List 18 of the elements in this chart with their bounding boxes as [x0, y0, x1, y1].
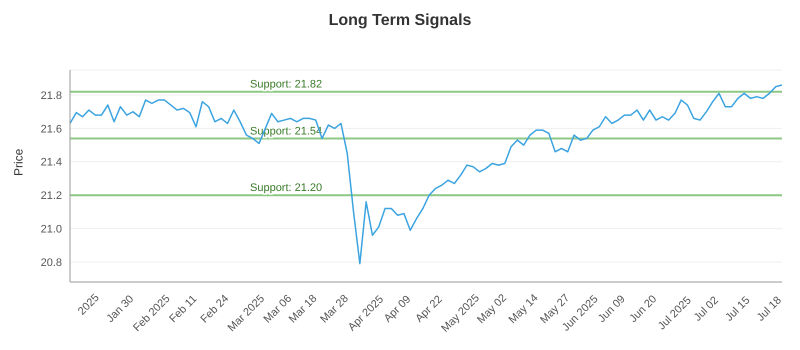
chart-title: Long Term Signals	[328, 11, 472, 31]
x-tick-label: Feb 24	[198, 292, 232, 326]
y-tick-label: 21.0	[40, 223, 62, 236]
x-tick-label: May 14	[506, 292, 541, 326]
y-tick-label: 21.6	[40, 123, 62, 136]
x-tick-label: Jul 15	[723, 294, 752, 324]
x-tick-label: Apr 22	[413, 293, 445, 325]
y-tick-label: 21.4	[40, 156, 62, 169]
x-tick-label: Jul 18	[754, 294, 784, 324]
ref-line-label: Support: 21.20	[250, 182, 322, 194]
x-tick-label: Jun 20	[627, 293, 660, 326]
x-tick-label: Apr 09	[382, 293, 414, 325]
y-tick-label: 20.8	[40, 256, 62, 269]
y-tick-label: 21.8	[40, 90, 62, 102]
y-axis-title: Price	[11, 148, 26, 176]
x-tick-label: Jul 02	[692, 294, 721, 324]
y-tick-label: 21.2	[40, 190, 62, 202]
ref-line-label: Support: 21.82	[250, 78, 322, 91]
